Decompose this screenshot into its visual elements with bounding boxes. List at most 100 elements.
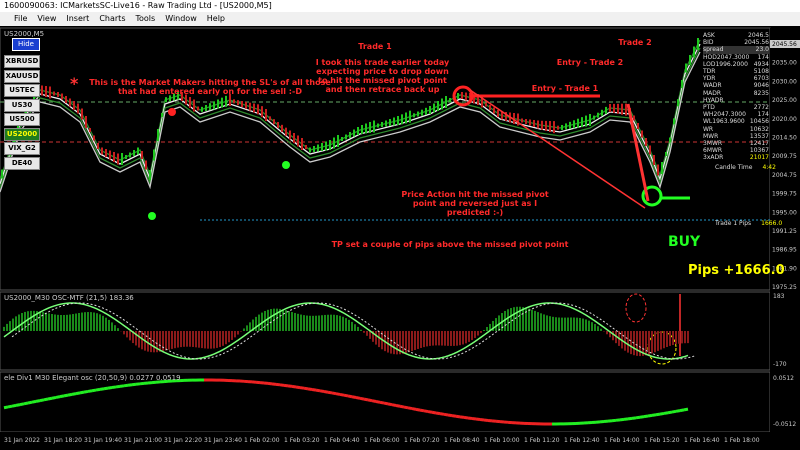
panel-label: TDR <box>703 68 716 76</box>
symbol-button[interactable]: XAUUSD <box>4 69 40 83</box>
menu-item[interactable]: View <box>37 14 57 23</box>
panel-row: 3MWR 12417 <box>703 140 769 147</box>
panel-row: PTD 2772 <box>703 104 769 111</box>
menu-item[interactable]: Charts <box>99 14 126 23</box>
panel-label: MADR <box>703 89 722 97</box>
osc2-line <box>11 403 17 408</box>
panel-label: HOD2047.3000 <box>703 53 750 61</box>
osc2-line <box>423 409 429 414</box>
panel-label: 6MWR <box>703 147 723 155</box>
symbol-button[interactable]: VIX_G2 <box>4 142 40 155</box>
price-label: 1975.25 <box>772 284 797 291</box>
axis-label: 0.0512 <box>773 375 794 382</box>
trade-pips-label: Trade 1 Pips <box>715 220 752 227</box>
symbol-button[interactable]: US500 <box>4 113 40 126</box>
star: * <box>70 74 79 93</box>
symbol-button[interactable]: DE40 <box>4 156 40 170</box>
dot <box>282 161 290 169</box>
price-label: 2025.00 <box>772 97 797 104</box>
ribbon-line <box>0 51 701 193</box>
panel-label: WH2047.3000 <box>703 111 746 119</box>
hide-button[interactable]: Hide <box>12 38 40 51</box>
panel-value: 6703 <box>753 75 769 83</box>
osc2-line <box>651 413 657 417</box>
candle-time-value: 4:42 <box>762 164 776 171</box>
osc2-line <box>115 384 121 389</box>
time-label: 1 Feb 15:20 <box>644 437 680 444</box>
osc2-line <box>43 397 49 402</box>
panel-value: 10456 <box>749 118 769 126</box>
osc2-line <box>123 383 129 388</box>
time-label: 31 Jan 2022 <box>4 437 40 444</box>
osc-line <box>3 302 689 360</box>
time-label: 1 Feb 02:00 <box>244 437 280 444</box>
panel-label: 3MWR <box>703 140 723 148</box>
osc2-line <box>427 410 433 414</box>
marker <box>625 293 647 323</box>
osc2-line <box>331 391 337 396</box>
osc2-line <box>283 383 289 388</box>
osc2-line <box>627 416 633 421</box>
osc2-line <box>335 392 341 396</box>
osc2-line <box>351 395 357 399</box>
osc2-line <box>467 416 473 421</box>
menu-item[interactable]: Tools <box>135 14 156 23</box>
axis-label: 183 <box>773 293 785 300</box>
panel-label: spread <box>703 46 724 54</box>
symbol-button[interactable]: US30 <box>4 98 40 112</box>
panel-row: HOD2047.3000 174 <box>703 54 769 61</box>
osc2-line <box>55 395 61 399</box>
panel-label: PTD <box>703 104 715 112</box>
time-label: 31 Jan 22:20 <box>164 437 202 444</box>
time-label: 31 Jan 21:00 <box>124 437 162 444</box>
osc2-line <box>19 402 25 407</box>
osc2-line <box>659 411 665 416</box>
menu-item[interactable]: Window <box>165 14 197 23</box>
annotation: Trade 1 <box>358 42 392 51</box>
panel-value: 174 <box>757 111 769 119</box>
time-label: 1 Feb 12:40 <box>564 437 600 444</box>
osc2-line <box>415 407 421 412</box>
panel-label: MWR <box>703 132 719 140</box>
panel-value: 12417 <box>749 140 769 148</box>
osc2-line <box>291 384 297 389</box>
time-label: 1 Feb 03:20 <box>284 437 320 444</box>
osc2-line <box>299 386 305 390</box>
osc2-line <box>31 399 37 404</box>
dot <box>148 212 156 220</box>
osc2-line <box>47 396 53 401</box>
panel-row: 6MWR 10367 <box>703 147 769 154</box>
panel-value: 4934 <box>753 60 769 68</box>
osc2-line <box>643 414 649 419</box>
symbol-button[interactable]: XBRUSD <box>4 55 40 68</box>
osc2-line <box>103 386 109 391</box>
menu-item[interactable]: File <box>14 14 28 23</box>
osc2-line <box>303 386 309 391</box>
osc2-line <box>119 384 125 388</box>
osc2-line <box>27 400 33 405</box>
menu-item[interactable]: Insert <box>66 14 90 23</box>
time-label: 31 Jan 23:40 <box>204 437 242 444</box>
time-label: 1 Feb 11:20 <box>524 437 560 444</box>
osc2-line <box>463 415 469 420</box>
panel-label: BID <box>703 39 714 47</box>
price-highlight <box>770 40 800 48</box>
symbol-button[interactable]: USTEC <box>4 84 40 97</box>
osc2-line <box>395 403 401 408</box>
menu-item[interactable]: Help <box>206 14 225 23</box>
price-label: 2004.75 <box>772 172 797 179</box>
panel-value: 2045.56 <box>744 39 769 47</box>
osc2-line <box>287 384 293 388</box>
panel-row: ASK 2046.5 <box>703 32 769 39</box>
panel-row: WH2047.3000 174 <box>703 111 769 118</box>
panel-row: WADR 9046 <box>703 82 769 89</box>
osc2-line <box>35 399 41 403</box>
osc2-line <box>339 392 345 397</box>
candle-time-label: Candle Time <box>715 164 753 171</box>
panel-value: 174 <box>757 53 769 61</box>
osc2-line <box>7 404 13 409</box>
symbol-button[interactable]: US2000 <box>4 127 40 141</box>
panel-label: ASK <box>703 32 715 39</box>
osc2-line <box>363 397 369 402</box>
